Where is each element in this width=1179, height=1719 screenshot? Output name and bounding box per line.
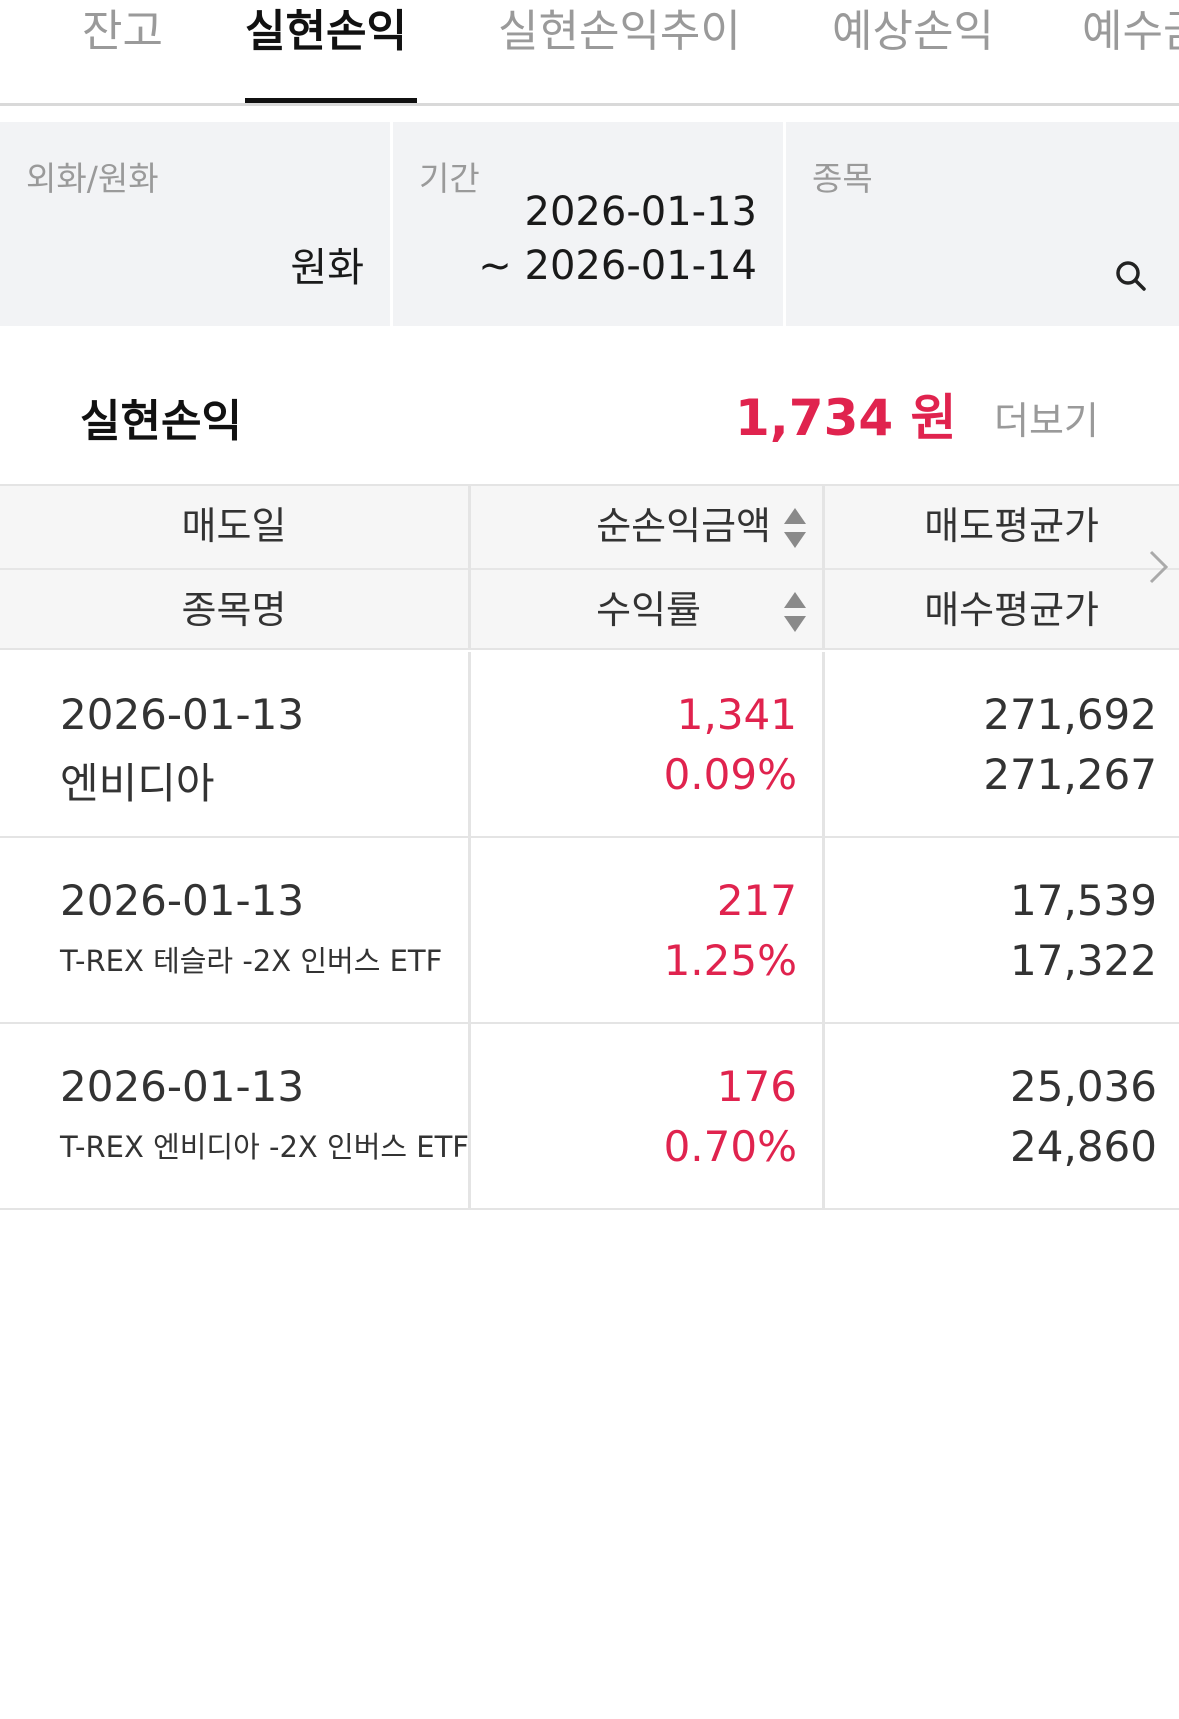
net-pnl: 176 — [716, 1062, 797, 1111]
sell-avg-price: 25,036 — [1010, 1062, 1157, 1111]
column-divider — [468, 1024, 471, 1210]
period-end: ~ 2026-01-14 — [478, 243, 757, 289]
table-header: 매도일 순손익금액 매도평균가 종목명 수익률 매수평균가 — [0, 484, 1179, 650]
period-start: 2026-01-13 — [524, 189, 757, 235]
header-buy-avg[interactable]: 매수평균가 — [924, 588, 1099, 632]
column-divider — [468, 486, 471, 650]
column-divider — [822, 1024, 825, 1210]
filter-bar: 외화/원화 원화 기간 2026-01-13 ~ 2026-01-14 종목 — [0, 122, 1179, 326]
return-rate: 0.09% — [663, 750, 797, 799]
tab-realized-pnl-trend[interactable]: 실현손익추이 — [498, 6, 741, 57]
sell-date: 2026-01-13 — [60, 876, 305, 925]
buy-avg-price: 271,267 — [983, 750, 1157, 799]
net-pnl: 217 — [716, 876, 797, 925]
column-divider — [468, 838, 471, 1024]
stock-name: T-REX 테슬라 -2X 인버스 ETF — [60, 944, 443, 978]
currency-filter[interactable]: 외화/원화 원화 — [0, 122, 390, 326]
header-return-rate[interactable]: 수익률 — [596, 588, 701, 632]
column-divider — [822, 486, 825, 650]
return-rate: 1.25% — [663, 936, 797, 985]
tab-deposit[interactable]: 예수금 — [1082, 6, 1179, 57]
net-pnl: 1,341 — [676, 690, 797, 739]
buy-avg-price: 17,322 — [1010, 936, 1157, 985]
table-row[interactable]: 2026-01-13 T-REX 엔비디아 -2X 인버스 ETF 176 0.… — [0, 1024, 1179, 1210]
table-row[interactable]: 2026-01-13 T-REX 테슬라 -2X 인버스 ETF 217 1.2… — [0, 838, 1179, 1024]
tab-realized-pnl[interactable]: 실현손익 — [245, 6, 407, 57]
sort-icon[interactable] — [782, 590, 808, 634]
tab-expected-pnl[interactable]: 예상손익 — [832, 6, 994, 57]
stock-filter[interactable]: 종목 — [786, 122, 1179, 326]
tab-bar: 잔고 실현손익 실현손익추이 예상손익 예수금 — [0, 0, 1179, 106]
tab-balance[interactable]: 잔고 — [82, 6, 163, 57]
header-sell-avg[interactable]: 매도평균가 — [924, 504, 1099, 548]
header-stock-name[interactable]: 종목명 — [181, 588, 287, 632]
period-filter[interactable]: 기간 2026-01-13 ~ 2026-01-14 — [393, 122, 783, 326]
summary-title: 실현손익 — [80, 396, 242, 447]
period-filter-label: 기간 — [419, 159, 480, 198]
column-divider — [468, 652, 471, 838]
header-row-divider — [0, 568, 1179, 570]
sort-icon[interactable] — [782, 506, 808, 550]
column-divider — [822, 838, 825, 1024]
currency-filter-label: 외화/원화 — [26, 159, 159, 198]
header-net-pnl[interactable]: 순손익금액 — [596, 504, 771, 548]
header-sell-date[interactable]: 매도일 — [181, 504, 287, 548]
summary-total-amount: 1,734 원 — [735, 389, 957, 447]
sell-avg-price: 17,539 — [1010, 876, 1157, 925]
buy-avg-price: 24,860 — [1010, 1122, 1157, 1171]
stock-name: 엔비디아 — [60, 759, 215, 808]
currency-filter-value: 원화 — [290, 245, 364, 291]
stock-filter-label: 종목 — [812, 159, 873, 198]
return-rate: 0.70% — [663, 1122, 797, 1171]
more-button[interactable]: 더보기 — [994, 399, 1099, 443]
sell-date: 2026-01-13 — [60, 1062, 305, 1111]
chevron-right-icon[interactable] — [1146, 548, 1172, 586]
active-tab-indicator — [245, 98, 417, 103]
table-row[interactable]: 2026-01-13 엔비디아 1,341 0.09% 271,692 271,… — [0, 652, 1179, 838]
search-icon[interactable] — [1113, 258, 1149, 294]
stock-name: T-REX 엔비디아 -2X 인버스 ETF — [60, 1130, 469, 1164]
sell-avg-price: 271,692 — [983, 690, 1157, 739]
column-divider — [822, 652, 825, 838]
sell-date: 2026-01-13 — [60, 690, 305, 739]
